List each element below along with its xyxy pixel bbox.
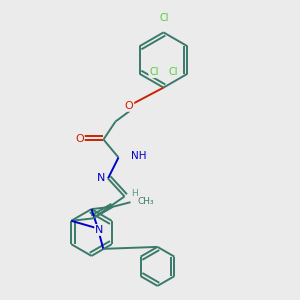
Text: H: H bbox=[131, 189, 137, 198]
Text: N: N bbox=[95, 225, 103, 235]
Text: Cl: Cl bbox=[149, 67, 159, 77]
Text: Cl: Cl bbox=[168, 67, 178, 77]
Text: CH₃: CH₃ bbox=[137, 197, 154, 206]
Text: O: O bbox=[75, 134, 84, 145]
Text: NH: NH bbox=[130, 151, 146, 161]
Text: O: O bbox=[124, 101, 134, 111]
Text: N: N bbox=[97, 173, 105, 183]
Text: Cl: Cl bbox=[159, 13, 169, 23]
